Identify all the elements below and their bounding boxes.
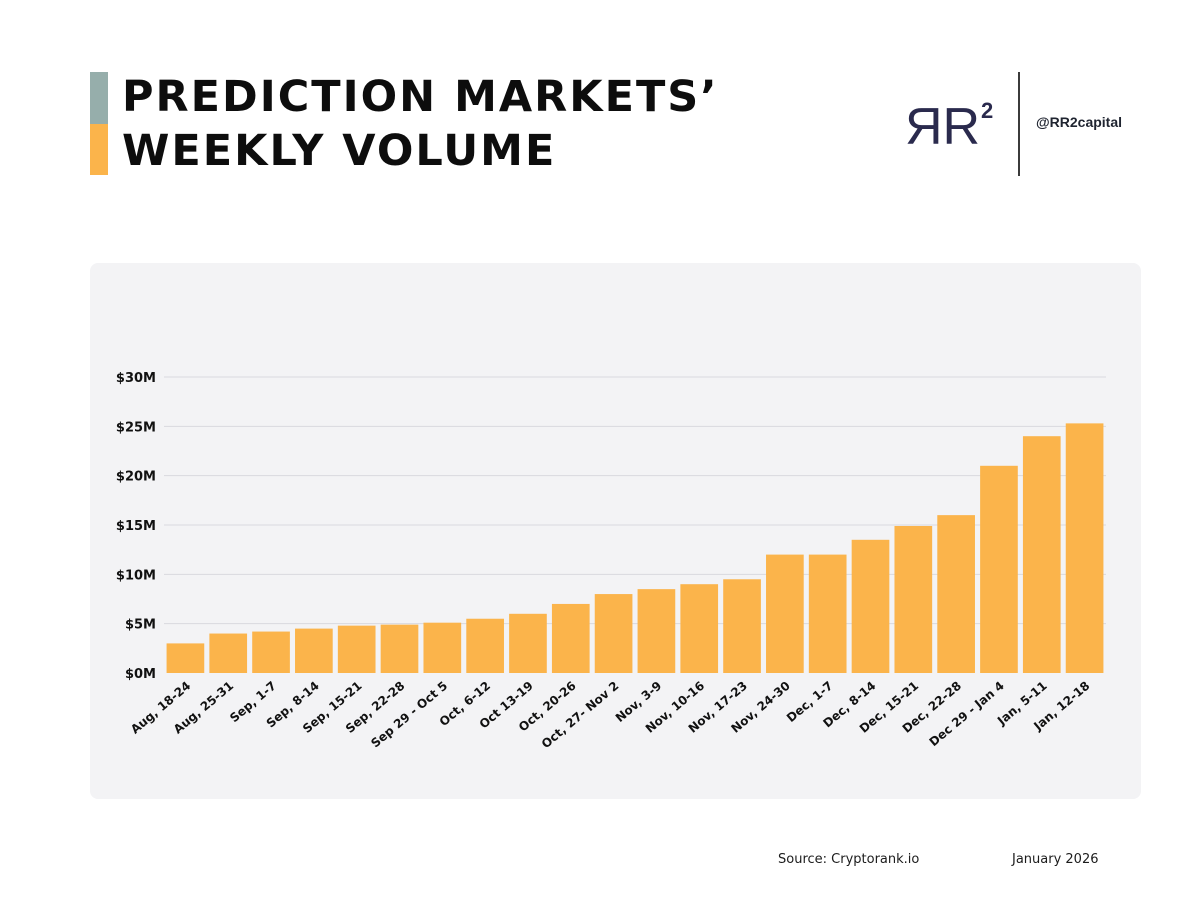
y-tick-label: $25M: [116, 420, 156, 435]
y-tick-label: $15M: [116, 519, 156, 534]
bar: [766, 554, 804, 673]
bar: [594, 594, 633, 673]
bar: [551, 603, 590, 673]
x-tick-label: Dec 29 - Jan 4: [927, 679, 1007, 750]
title-accent-bar-bottom: [90, 124, 108, 175]
bar: [1022, 436, 1061, 673]
page-title: PREDICTION MARKETS’ WEEKLY VOLUME: [122, 70, 719, 178]
y-tick-label: $30M: [116, 371, 156, 386]
rr2-logo: ЯR 2: [905, 98, 993, 150]
rr2-logo-superscript: 2: [981, 98, 993, 123]
bar: [723, 579, 761, 673]
bar: [1065, 423, 1104, 673]
bar: [937, 515, 975, 673]
bar: [894, 525, 933, 673]
title-accent-bar-top: [90, 72, 108, 124]
y-tick-label: $5M: [125, 618, 156, 633]
bar: [295, 628, 333, 673]
bar: [637, 589, 676, 673]
y-tick-label: $10M: [116, 568, 156, 583]
source-note: Source: Cryptorank.io: [778, 852, 920, 867]
bar: [851, 539, 890, 673]
chart-panel: $0M $5M $10M $15M $20M $25M $30M Aug, 18-24 Aug,…: [90, 263, 1141, 799]
bar: [380, 624, 419, 673]
bar: [509, 613, 547, 673]
bar: [808, 554, 847, 673]
header-divider: [1018, 72, 1020, 176]
bar: [337, 625, 376, 673]
bar: [209, 633, 248, 673]
x-tick-label: Sep 29 - Oct 5: [368, 679, 450, 751]
bar: [680, 584, 719, 673]
date-note: January 2026: [1012, 852, 1099, 867]
y-tick-label: $0M: [125, 667, 156, 682]
bar: [466, 618, 504, 673]
page-title-line-1: PREDICTION MARKETS’: [122, 72, 719, 122]
bar: [980, 465, 1018, 673]
x-tick-label: Oct, 27- Nov 2: [539, 679, 622, 752]
y-tick-label: $20M: [116, 470, 156, 485]
page-title-line-2: WEEKLY VOLUME: [122, 126, 557, 176]
bar: [166, 643, 205, 673]
social-handle: @RR2capital: [1036, 114, 1123, 130]
bar: [252, 631, 290, 673]
bar: [423, 622, 462, 673]
rr2-logo-letters: ЯR: [905, 98, 980, 150]
